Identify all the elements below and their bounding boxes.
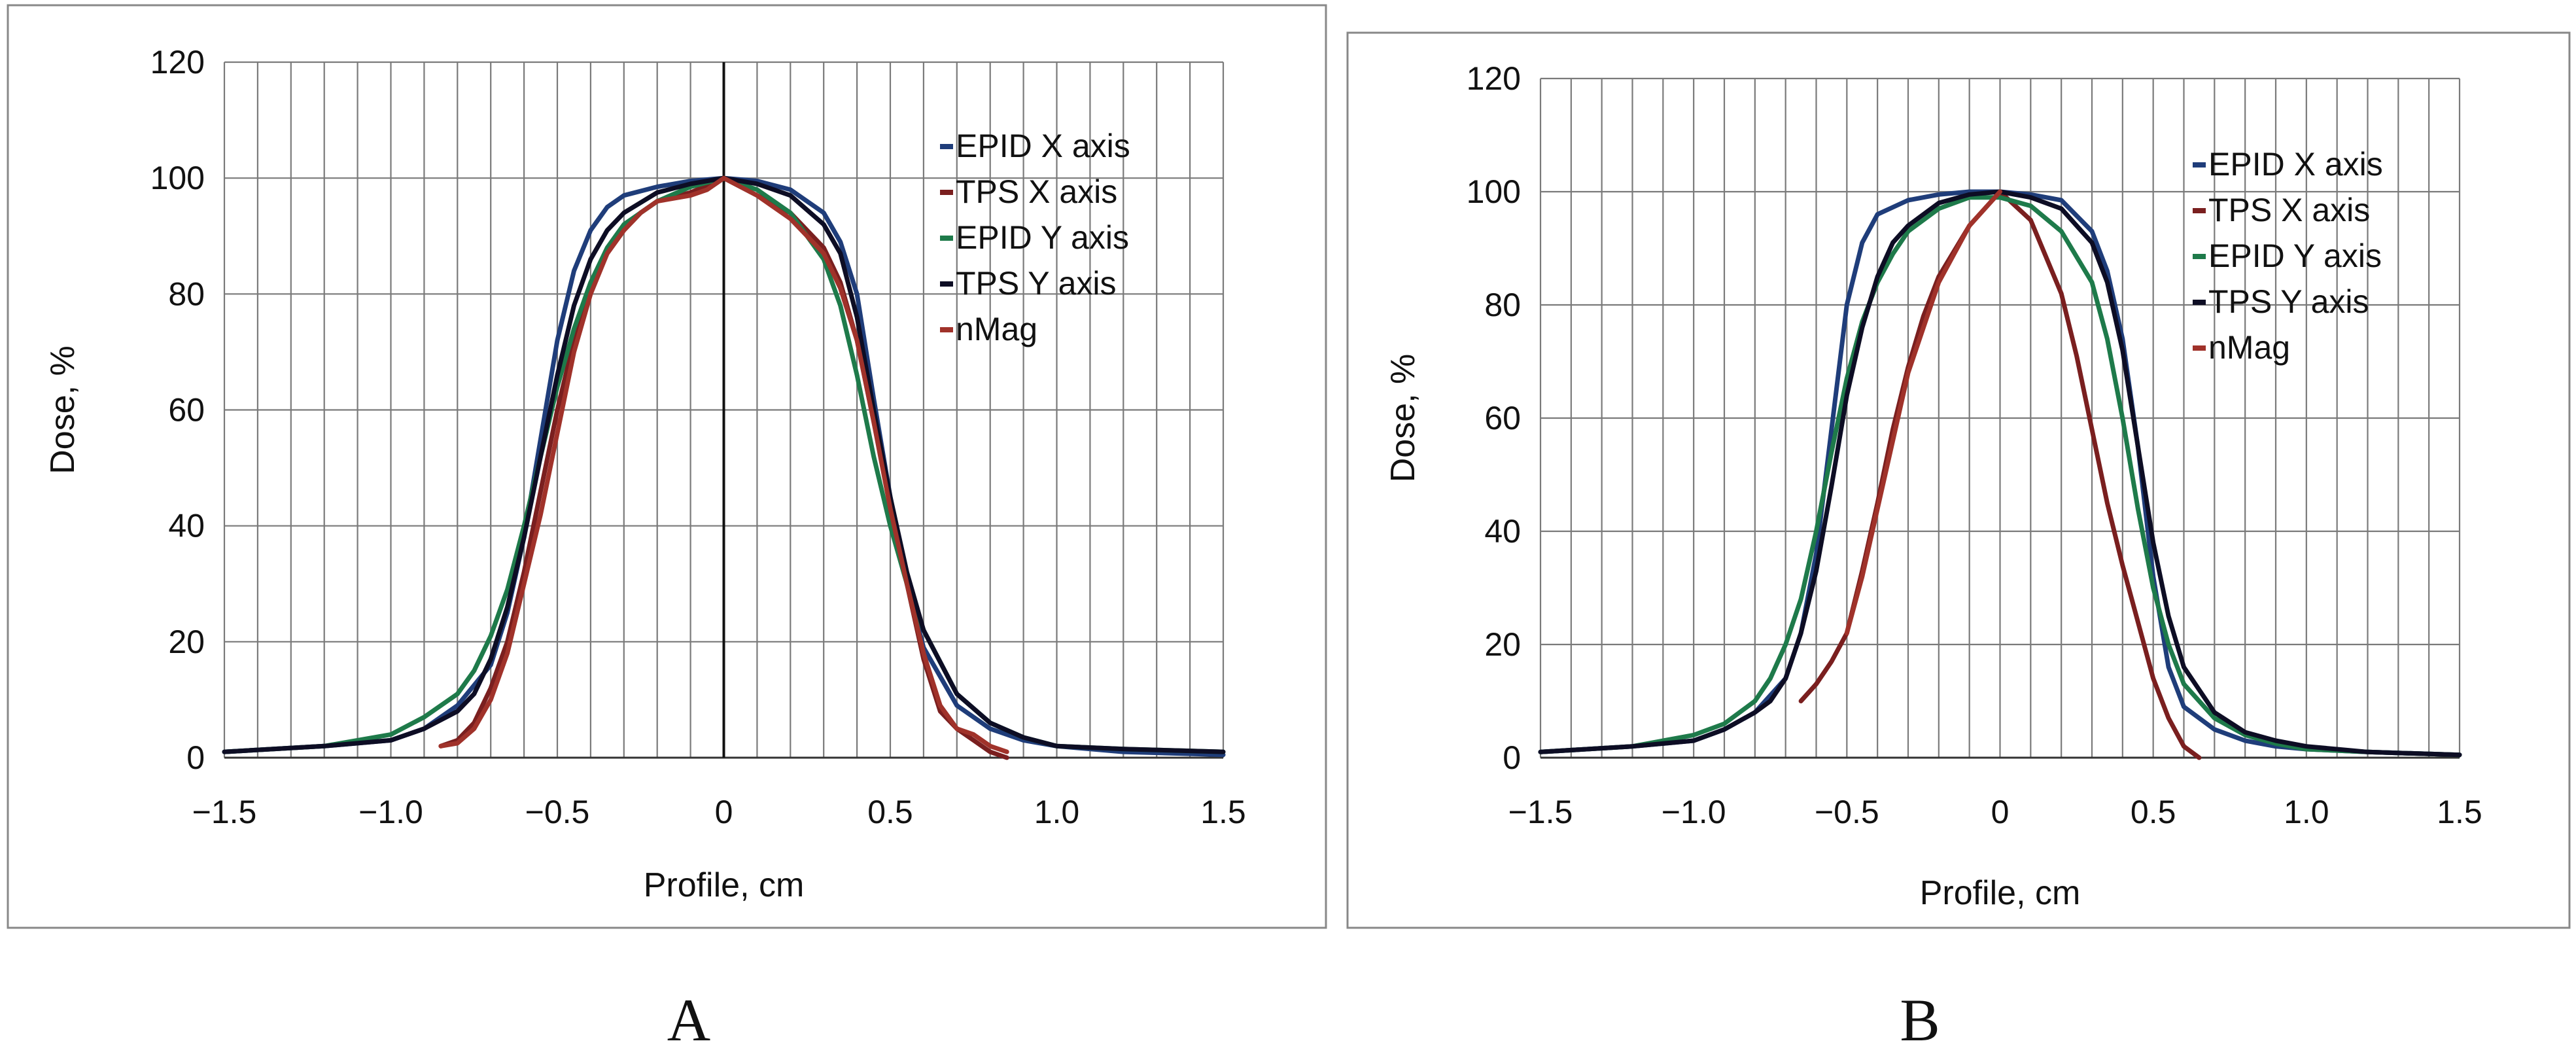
x-tick-label: 1.5 [2437,794,2482,830]
x-tick-label: −1.0 [358,794,423,830]
legend-entry: nMag [956,311,1037,347]
x-tick-label: −0.5 [1815,794,1879,830]
panel-b-label: B [1900,987,1940,1053]
legend-entry: EPID Y axis [956,219,1129,256]
panel-a-frame [7,4,1327,929]
x-tick-label: −1.0 [1662,794,1726,830]
panel-b-frame [1346,31,2571,929]
x-tick-label: 0.5 [867,794,913,830]
x-tick-label: 0.5 [2131,794,2176,830]
x-tick-label: 1.5 [1200,794,1246,830]
series-line-tps-y-axis [222,175,1226,754]
y-tick-label: 20 [1484,626,1521,663]
series-line-nmag [438,175,1009,754]
panel-a-x-axis-label: Profile, cm [644,866,805,904]
y-tick-label: 60 [168,392,205,429]
panel-b-y-tick-labels: 0 20 40 60 80 100 120 [1467,60,1521,776]
series-line-tps-y-axis [1538,189,2462,758]
legend-entry: TPS Y axis [2208,283,2369,320]
y-tick-label: 40 [168,508,205,544]
y-tick-label: 80 [1484,287,1521,323]
legend-entry: TPS X axis [2208,192,2370,228]
x-tick-label: −1.5 [1508,794,1573,830]
series-line-nmag [1844,189,2002,636]
legend-entry: TPS Y axis [956,265,1116,302]
y-tick-label: 20 [168,624,205,660]
panel-a-x-tick-labels: −1.5 −1.0 −0.5 0 0.5 1.0 1.5 [192,794,1246,830]
x-tick-label: 0 [1991,794,2010,830]
y-tick-label: 80 [168,275,205,312]
legend-entry: EPID X axis [956,128,1130,164]
x-tick-label: −0.5 [525,794,590,830]
panel-b-x-tick-labels: −1.5 −1.0 −0.5 0 0.5 1.0 1.5 [1508,794,2482,830]
panel-b-y-axis-label: Dose, % [1384,354,1422,483]
panel-b-legend: EPID X axis TPS X axis EPID Y axis TPS Y ax… [2193,146,2383,366]
y-tick-label: 0 [1503,739,1521,776]
panel-a-gridlines [223,61,1225,759]
panel-a-legend: EPID X axis TPS X axis EPID Y axis TPS Y ax… [940,128,1130,347]
x-tick-label: 1.0 [2284,794,2329,830]
legend-entry: EPID Y axis [2208,238,2382,274]
legend-entry: EPID X axis [2208,146,2383,183]
panel-a-series [222,175,1226,760]
y-tick-label: 0 [186,739,205,776]
x-tick-label: −1.5 [192,794,257,830]
panel-a-y-tick-labels: 0 20 40 60 80 100 120 [150,44,205,776]
panel-a-label: A [667,987,710,1053]
x-tick-label: 0 [715,794,733,830]
y-tick-label: 120 [150,44,205,80]
y-tick-label: 100 [1467,173,1521,210]
y-tick-label: 60 [1484,400,1521,436]
panel-a-y-axis-label: Dose, % [44,345,82,474]
panel-b-gridlines [1539,77,2461,759]
y-tick-label: 120 [1467,60,1521,97]
legend-entry: nMag [2208,329,2290,366]
y-tick-label: 100 [150,160,205,196]
legend-entry: TPS X axis [956,173,1117,210]
panel-b-x-axis-label: Profile, cm [1920,874,2081,912]
y-tick-label: 40 [1484,513,1521,550]
panel-a: −1.5 −1.0 −0.5 0 0.5 1.0 1.5 0 20 40 60 80 100 120 P… [7,4,1327,1053]
panel-b-series [1538,189,2462,760]
series-line-epid-y-axis [1538,195,2462,758]
x-tick-label: 1.0 [1034,794,1080,830]
panel-b: −1.5 −1.0 −0.5 0 0.5 1.0 1.5 0 20 40 60 80 100 120 P… [1346,31,2571,1053]
